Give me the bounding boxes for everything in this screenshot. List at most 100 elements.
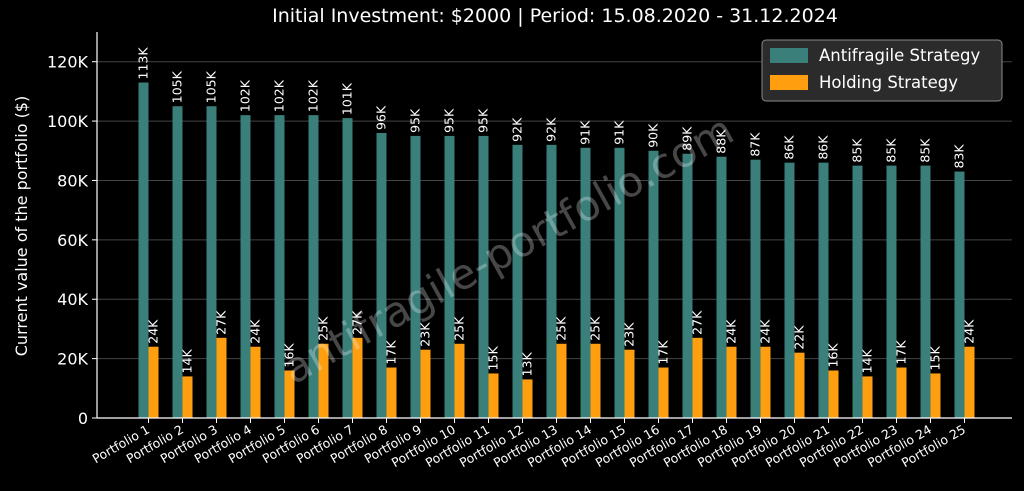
bar-holding: [590, 343, 601, 418]
bar-antifragile: [716, 156, 727, 418]
bar-value-label: 85K: [884, 138, 899, 163]
bar-holding: [964, 346, 975, 418]
bar-value-label: 91K: [578, 120, 593, 145]
bar-value-label: 23K: [622, 322, 637, 347]
bar-holding: [930, 373, 941, 418]
bar-value-label: 17K: [656, 340, 671, 365]
bar-holding: [726, 346, 737, 418]
bar-value-label: 91K: [612, 120, 627, 145]
bar-holding: [522, 379, 533, 418]
bar-value-label: 17K: [894, 340, 909, 365]
bar-antifragile: [580, 147, 591, 419]
y-tick-label: 40K: [57, 290, 88, 309]
bar-value-label: 24K: [962, 319, 977, 344]
bar-holding: [284, 370, 295, 418]
bar-value-label: 13K: [520, 351, 535, 376]
bar-value-label: 24K: [248, 319, 263, 344]
bar-value-label: 25K: [554, 316, 569, 341]
bar-value-label: 102K: [238, 79, 253, 112]
bar-value-label: 16K: [826, 343, 841, 368]
bar-antifragile: [444, 135, 455, 418]
legend-label: Holding Strategy: [819, 73, 958, 92]
bar-value-label: 15K: [928, 346, 943, 371]
bar-antifragile: [784, 162, 795, 418]
bar-value-label: 101K: [340, 82, 355, 115]
y-tick-label: 100K: [47, 112, 89, 131]
bar-value-label: 25K: [316, 316, 331, 341]
bar-value-label: 102K: [272, 79, 287, 112]
bar-antifragile: [818, 162, 829, 418]
bar-holding: [828, 370, 839, 418]
bar-antifragile: [342, 118, 353, 418]
bar-value-label: 89K: [680, 126, 695, 151]
bars: [138, 82, 975, 419]
bar-value-label: 27K: [690, 310, 705, 335]
legend-box: [761, 39, 1003, 102]
bar-holding: [420, 349, 431, 418]
y-tick-label: 0: [78, 409, 88, 428]
bar-holding: [488, 373, 499, 418]
bar-value-label: 83K: [952, 144, 967, 169]
bar-value-label: 25K: [452, 316, 467, 341]
bar-holding: [182, 376, 193, 418]
bar-antifragile: [376, 132, 387, 418]
bar-value-label: 87K: [748, 132, 763, 157]
bar-holding: [794, 352, 805, 418]
bar-value-label: 14K: [180, 349, 195, 374]
bar-antifragile: [954, 171, 965, 418]
chart-title: Initial Investment: $2000 | Period: 15.0…: [272, 5, 838, 27]
bar-value-label: 15K: [486, 346, 501, 371]
bar-value-label: 25K: [588, 316, 603, 341]
bar-antifragile: [308, 115, 319, 418]
bar-holding: [862, 376, 873, 418]
legend-swatch: [770, 48, 808, 63]
bar-holding: [658, 367, 669, 418]
y-tick-label: 60K: [57, 231, 88, 250]
bar-antifragile: [648, 150, 659, 418]
bar-holding: [216, 337, 227, 418]
bar-value-label: 85K: [918, 138, 933, 163]
bar-antifragile: [920, 165, 931, 418]
legend-swatch: [770, 75, 808, 90]
bar-value-label: 86K: [816, 135, 831, 160]
bar-value-label: 22K: [792, 325, 807, 350]
bar-value-label: 14K: [860, 349, 875, 374]
bar-antifragile: [172, 106, 183, 418]
bar-antifragile: [750, 159, 761, 418]
bar-antifragile: [274, 115, 285, 418]
bar-value-label: 105K: [170, 70, 185, 103]
bar-value-label: 96K: [374, 105, 389, 130]
bar-antifragile: [512, 144, 523, 419]
y-tick-label: 80K: [57, 171, 88, 190]
bar-holding: [386, 367, 397, 418]
bar-value-label: 88K: [714, 129, 729, 154]
bar-holding: [896, 367, 907, 418]
y-ticks: 0 20K 40K 60K 80K 100K 120K: [47, 53, 97, 428]
bar-antifragile: [886, 165, 897, 418]
bar-antifragile: [138, 82, 149, 418]
bar-value-label: 16K: [282, 343, 297, 368]
bar-value-label: 90K: [646, 123, 661, 148]
bar-antifragile: [478, 135, 489, 418]
bar-value-label: 85K: [850, 138, 865, 163]
bar-holding: [318, 343, 329, 418]
legend: Antifragile Strategy Holding Strategy: [761, 39, 1003, 102]
y-tick-label: 20K: [57, 350, 88, 369]
bar-holding: [148, 346, 159, 418]
bar-holding: [556, 343, 567, 418]
bar-antifragile: [240, 115, 251, 418]
bar-antifragile: [546, 144, 557, 419]
bar-value-label: 92K: [544, 117, 559, 142]
bar-holding: [692, 337, 703, 418]
bar-antifragile: [206, 106, 217, 418]
bar-antifragile: [410, 135, 421, 418]
bar-holding: [624, 349, 635, 418]
bar-labels: 113K 24K 105K 14K 105K 27K 102K 24K 102K 16K 102K 2…: [136, 47, 977, 377]
y-tick-label: 120K: [47, 53, 89, 72]
axes: [96, 32, 1012, 419]
bar-value-label: 113K: [136, 47, 151, 80]
bar-antifragile: [614, 147, 625, 419]
legend-label: Antifragile Strategy: [819, 46, 980, 65]
